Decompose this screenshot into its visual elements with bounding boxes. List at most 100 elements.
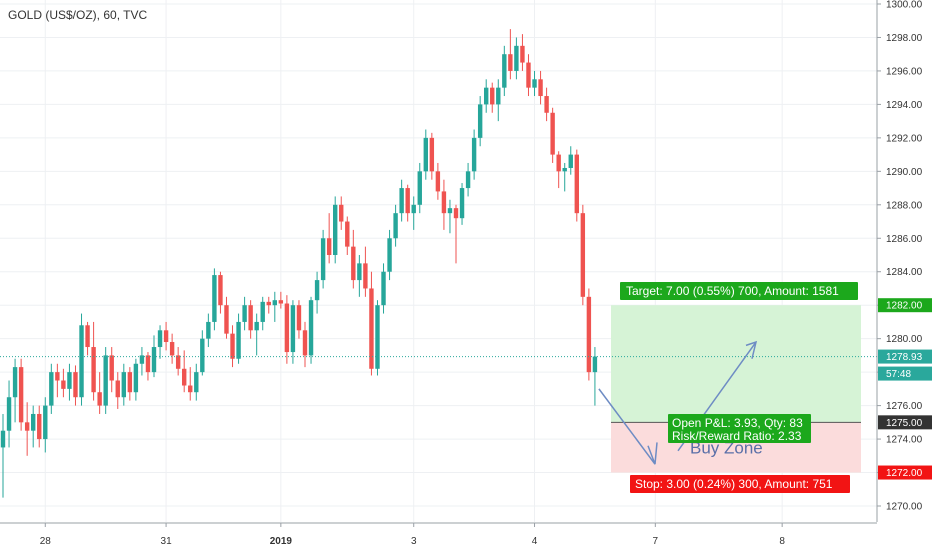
target-label: Target: 7.00 (0.55%) 700, Amount: 1581	[620, 282, 858, 300]
candle	[194, 363, 199, 401]
candle	[465, 162, 471, 197]
risk-reward-text: Risk/Reward Ratio: 2.33	[672, 429, 802, 443]
candle	[308, 296, 314, 364]
candle	[459, 183, 465, 225]
candle	[423, 129, 428, 180]
candle-body	[411, 204, 416, 214]
candle	[375, 300, 380, 376]
candle	[61, 368, 66, 398]
position-zones	[611, 305, 861, 473]
candle-body	[121, 372, 126, 398]
candle-body	[248, 305, 253, 331]
candle	[43, 397, 48, 453]
candle	[544, 87, 549, 122]
candle-body	[200, 338, 205, 373]
candle-body	[85, 325, 90, 348]
candle-body	[151, 347, 157, 373]
time-tick-label: 2019	[270, 536, 293, 547]
candle-body	[31, 413, 36, 431]
candle	[218, 271, 223, 314]
target-label-text: Target: 7.00 (0.55%) 700, Amount: 1581	[626, 284, 839, 298]
candle	[357, 255, 362, 297]
candle	[562, 162, 567, 192]
candle	[18, 358, 24, 431]
candle	[429, 132, 435, 180]
time-axis[interactable]: 28 31 2019 3 4 7 8	[0, 522, 877, 547]
chart-title: GOLD (US$/OZ), 60, TVC	[8, 8, 148, 22]
candle	[24, 402, 30, 456]
candle-body	[357, 263, 362, 281]
candle-body	[103, 355, 108, 406]
down-arrow	[598, 388, 656, 465]
candle	[200, 330, 205, 376]
price-tick-label: 1270.00	[886, 502, 923, 513]
candle	[351, 229, 356, 289]
candle-body	[188, 385, 193, 393]
candle	[471, 129, 477, 180]
target-price-pill: 1282.00	[878, 298, 932, 313]
candle	[290, 300, 296, 364]
candle	[169, 333, 175, 364]
candle	[538, 70, 543, 105]
candle-body	[175, 355, 181, 369]
candle-body	[224, 305, 229, 334]
candle-body	[526, 62, 531, 88]
candle	[381, 263, 386, 314]
candle-body	[538, 79, 543, 97]
candle	[85, 321, 90, 356]
price-tick-label: 1290.00	[886, 167, 923, 178]
target-price-pill-text: 1282.00	[886, 301, 923, 312]
candle-body	[471, 137, 477, 172]
price-axis[interactable]: 1270.001272.001274.001276.001278.001280.…	[876, 0, 932, 522]
candle	[254, 313, 259, 356]
time-tick-label: 8	[779, 536, 785, 547]
candle-layer	[0, 29, 598, 498]
candle-body	[272, 300, 277, 306]
candle-body	[502, 54, 507, 88]
candle-body	[345, 221, 350, 247]
countdown-pill-bg	[878, 366, 932, 381]
time-tick-label: 4	[532, 536, 538, 547]
candle-body	[562, 167, 567, 172]
candle	[556, 151, 561, 189]
candle-body	[381, 271, 386, 306]
candle	[278, 291, 284, 309]
candle	[314, 271, 320, 314]
candle-body	[206, 321, 211, 339]
candle	[296, 300, 302, 339]
candle-body	[109, 355, 114, 381]
candle	[31, 405, 36, 448]
candle	[97, 372, 102, 414]
candle	[182, 350, 187, 393]
candle-body	[477, 104, 483, 138]
candle-body	[339, 204, 344, 222]
candle-body	[18, 367, 24, 423]
target-price-pill-bg	[878, 298, 932, 313]
down-arrow-head	[647, 442, 658, 465]
target-label-bg	[620, 282, 858, 300]
candle-body	[435, 171, 441, 192]
candle-body	[97, 392, 102, 406]
time-tick-label: 31	[161, 536, 173, 547]
candle-body	[320, 238, 326, 281]
candle	[484, 79, 489, 113]
candle-body	[393, 213, 398, 239]
current-price-pill-bg	[878, 349, 932, 364]
candle-body	[67, 372, 72, 389]
candle-body	[532, 79, 537, 88]
target-zone	[611, 305, 861, 423]
candle	[399, 179, 404, 222]
candle-body	[115, 380, 120, 398]
candle	[574, 149, 579, 222]
candle	[91, 321, 96, 401]
candle	[508, 29, 513, 80]
candle-body	[387, 238, 392, 272]
candle	[387, 229, 392, 281]
candle	[67, 363, 72, 401]
candle	[236, 313, 241, 364]
candle-body	[459, 188, 465, 219]
candle-body	[242, 305, 247, 322]
candle-body	[314, 280, 320, 301]
candle	[49, 363, 54, 414]
